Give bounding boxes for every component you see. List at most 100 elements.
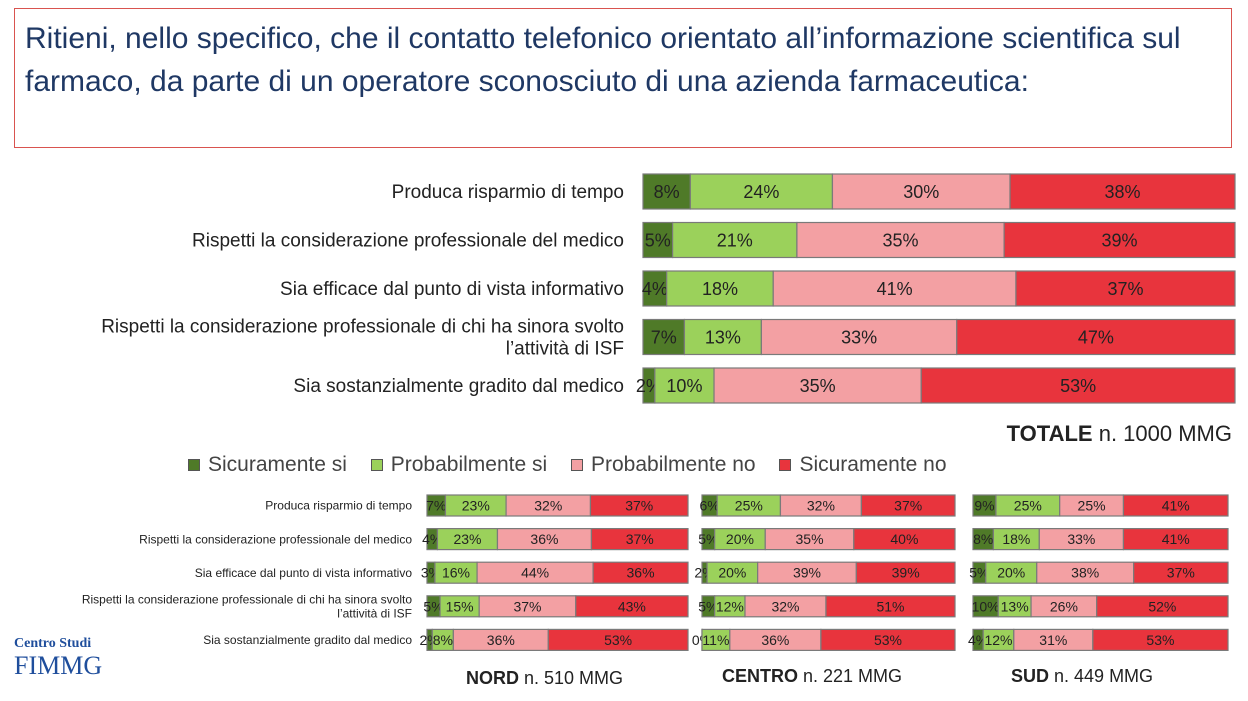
value-label-centro-sicuramente-no-row4: 51% [876,598,904,614]
value-label-centro-sicuramente-si-row1: 6% [699,498,719,514]
value-label-sud-sicuramente-si-row1: 9% [974,498,994,514]
value-label-sud-probabilmente-no-row1: 25% [1078,498,1106,514]
value-label-centro-probabilmente-si-row3: 20% [718,565,746,581]
legend-item-probabilmente-no: Probabilmente no [571,453,756,477]
value-label-centro-probabilmente-si-row2: 20% [726,531,754,547]
bar-nord-sicuramente-no-row5 [547,628,689,652]
value-label-totale-probabilmente-si-row1: 24% [743,182,779,202]
page-title: Ritieni, nello specifico, che il contatt… [25,22,1181,98]
category-label-nord-row5: Sia sostanzialmente gradito dal medico [203,633,412,647]
value-label-totale-sicuramente-si-row3: 4% [642,279,668,299]
chart-panel-sud: 9% 25% 25% 41% 8% 18% 33% 41% 5% 20% 38% 37% 10% 13% 2… [968,494,1229,652]
value-label-nord-sicuramente-no-row1: 37% [625,498,653,514]
legend-item-sicuramente-si: Sicuramente si [188,453,347,477]
value-label-sud-sicuramente-si-row4: 10% [972,598,1000,614]
category-label-nord-row4-line1: Rispetti la considerazione professionale… [82,593,413,607]
bar-sud-sicuramente-no-row2 [1122,527,1229,551]
bar-totale-probabilmente-si-row3 [666,270,774,307]
caption-nord-rest: n. 510 MMG [519,668,624,688]
caption-centro-rest: n. 221 MMG [798,666,903,686]
value-label-totale-sicuramente-no-row1: 38% [1105,182,1141,202]
bar-centro-sicuramente-no-row5 [820,628,956,652]
value-label-sud-probabilmente-no-row4: 26% [1050,598,1078,614]
bar-nord-sicuramente-no-row4 [575,595,689,618]
legend-swatch-probabilmente-si [370,459,383,472]
bar-totale-sicuramente-si-row2 [642,221,674,259]
category-label-nord-row2: Rispetti la considerazione professionale… [139,532,412,546]
bar-centro-sicuramente-no-row4 [825,595,956,618]
value-label-sud-probabilmente-no-row3: 38% [1071,565,1099,581]
value-label-sud-probabilmente-si-row5: 12% [984,632,1012,648]
value-label-sud-sicuramente-no-row5: 53% [1146,632,1174,648]
value-label-nord-probabilmente-si-row4: 15% [446,598,474,614]
value-label-sud-sicuramente-si-row3: 5% [969,565,989,581]
bar-nord-sicuramente-no-row1 [589,494,689,517]
caption-totale-bold: TOTALE [1006,421,1093,446]
bar-totale-probabilmente-no-row1 [831,173,1011,210]
value-label-totale-sicuramente-no-row3: 37% [1107,279,1143,299]
value-label-totale-sicuramente-si-row2: 5% [645,230,671,250]
category-label-nord-row4-line2: l’attività di ISF [337,606,412,620]
value-label-sud-sicuramente-no-row3: 37% [1167,565,1195,581]
value-label-nord-probabilmente-si-row2: 23% [453,531,481,547]
legend-item-probabilmente-si: Probabilmente si [370,453,547,477]
value-label-nord-probabilmente-no-row5: 36% [487,632,515,648]
value-label-totale-sicuramente-no-row5: 53% [1060,376,1096,396]
category-label-totale-row2: Rispetti la considerazione professionale… [192,231,624,252]
caption-sud-bold: SUD [1011,666,1050,686]
category-label-nord-row3: Sia efficace dal punto di vista informat… [195,566,413,580]
caption-totale-rest: n. 1000 MMG [1092,421,1232,446]
bar-totale-probabilmente-si-row5 [654,367,715,404]
legend-label-sicuramente-si: Sicuramente si [208,453,347,476]
value-label-totale-probabilmente-no-row2: 35% [883,230,919,250]
value-label-centro-sicuramente-no-row1: 37% [894,498,922,514]
bar-sud-sicuramente-no-row4 [1096,595,1229,618]
caption-nord: NORD n. 510 MMG [466,668,623,689]
value-label-nord-probabilmente-si-row3: 16% [442,565,470,581]
value-label-centro-sicuramente-no-row3: 39% [892,565,920,581]
bar-sud-sicuramente-no-row1 [1122,494,1229,517]
caption-totale: TOTALE n. 1000 MMG [1007,421,1232,447]
value-label-nord-probabilmente-no-row2: 36% [530,531,558,547]
bar-centro-sicuramente-no-row2 [853,527,956,551]
value-label-nord-probabilmente-si-row5: 8% [433,632,453,648]
value-label-sud-probabilmente-no-row5: 31% [1039,632,1067,648]
bar-totale-probabilmente-no-row3 [772,270,1017,307]
value-label-totale-probabilmente-si-row3: 18% [702,279,738,299]
value-label-sud-sicuramente-no-row1: 41% [1162,498,1190,514]
logo: Centro Studi FIMMG [14,636,124,696]
value-label-sud-sicuramente-no-row2: 41% [1162,531,1190,547]
bar-totale-probabilmente-si-row4 [683,318,763,356]
category-label-totale-row3: Sia efficace dal punto di vista informat… [280,279,624,300]
value-label-centro-sicuramente-si-row2: 5% [698,531,718,547]
value-label-nord-sicuramente-si-row1: 7% [426,498,446,514]
value-label-totale-sicuramente-si-row4: 7% [651,327,677,347]
legend-label-probabilmente-no: Probabilmente no [591,453,756,476]
category-label-totale-row4-line2: l’attività di ISF [506,339,624,360]
caption-centro: CENTRO n. 221 MMG [722,666,902,687]
legend-label-sicuramente-no: Sicuramente no [799,453,947,476]
value-label-totale-probabilmente-si-row4: 13% [705,327,741,347]
value-label-centro-probabilmente-no-row3: 39% [793,565,821,581]
value-label-sud-sicuramente-si-row2: 8% [973,531,993,547]
caption-centro-bold: CENTRO [722,666,798,686]
chart-panel-totale: 8% 24% 30% 38% Produca risparmio di tempo 5% 2… [101,173,1236,404]
bar-totale-sicuramente-no-row2 [1003,221,1236,259]
legend: Sicuramente si Probabilmente si Probabil… [188,453,965,477]
category-label-totale-row4-line1: Rispetti la considerazione professionale… [101,317,624,338]
value-label-totale-probabilmente-si-row2: 21% [717,230,753,250]
value-label-totale-probabilmente-si-row5: 10% [666,376,702,396]
caption-sud: SUD n. 449 MMG [1011,666,1153,687]
value-label-sud-sicuramente-no-row4: 52% [1148,598,1176,614]
value-label-centro-probabilmente-no-row2: 35% [796,531,824,547]
value-label-totale-probabilmente-no-row4: 33% [841,327,877,347]
bar-totale-sicuramente-no-row3 [1015,270,1236,307]
title-box: Ritieni, nello specifico, che il contatt… [14,8,1232,148]
bar-totale-sicuramente-si-row1 [642,173,691,210]
value-label-nord-sicuramente-no-row5: 53% [604,632,632,648]
value-label-centro-probabilmente-si-row4: 12% [716,598,744,614]
bar-totale-probabilmente-no-row5 [713,367,922,404]
value-label-sud-probabilmente-si-row2: 18% [1002,531,1030,547]
bar-totale-sicuramente-si-row4 [642,318,686,356]
value-label-totale-probabilmente-no-row1: 30% [903,182,939,202]
